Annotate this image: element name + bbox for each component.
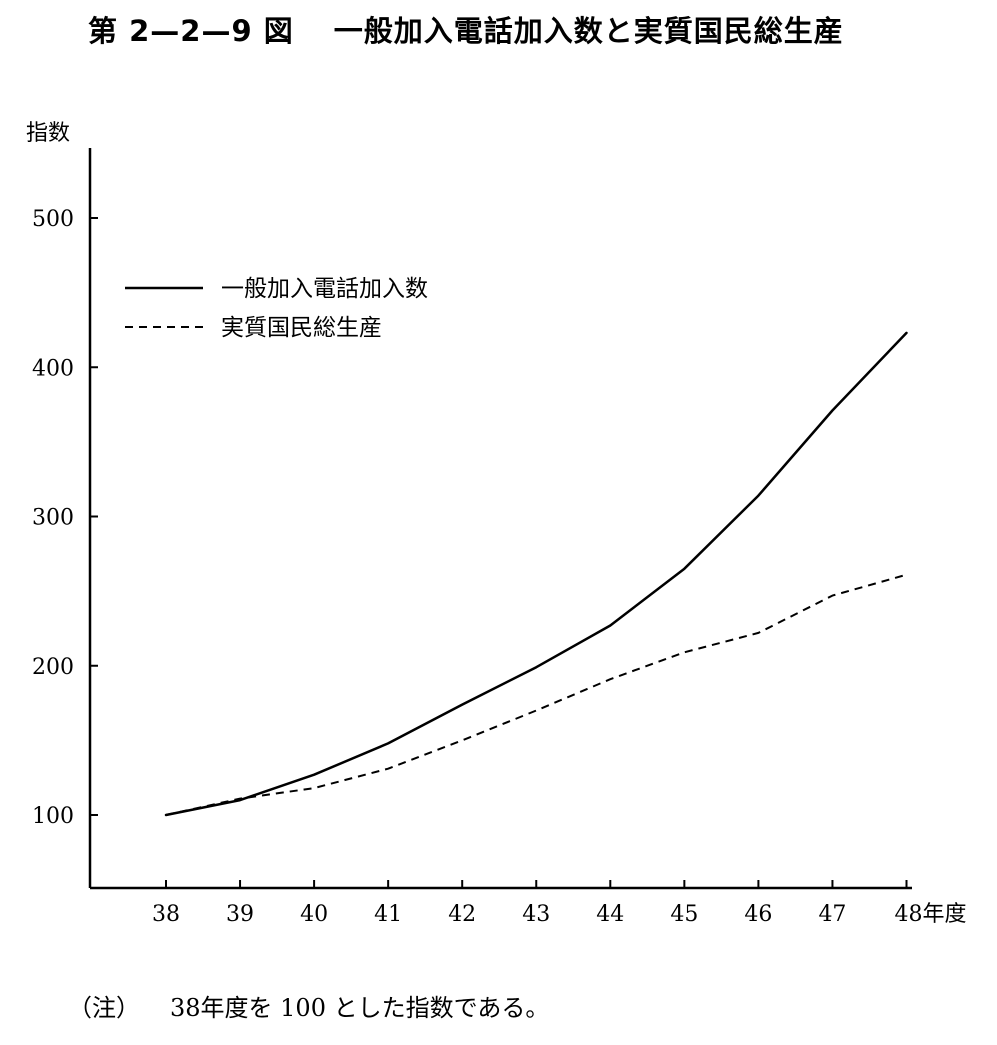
series-line-1 bbox=[165, 573, 907, 816]
y-axis-label: 指数 bbox=[26, 121, 70, 146]
line-chart: 指数 100 200 300 400 500 38 39 40 41 42 43 44 45 46 47 4… bbox=[26, 121, 967, 927]
legend-label-0: 一般加入電話加入数 bbox=[221, 276, 428, 302]
x-tick-label: 39 bbox=[226, 902, 254, 927]
y-tick-label: 400 bbox=[32, 356, 74, 381]
x-tick-label: 41 bbox=[374, 902, 402, 927]
y-tick-label: 100 bbox=[32, 804, 74, 829]
x-tick-label: 48年度 bbox=[895, 902, 967, 927]
footnote: （注） 38年度を 100 とした指数である。 bbox=[68, 988, 549, 1023]
y-tick-label: 200 bbox=[32, 655, 74, 680]
footnote-text: 38年度を 100 とした指数である。 bbox=[170, 994, 550, 1022]
y-tick-label: 300 bbox=[32, 506, 74, 531]
x-ticks: 38 39 40 41 42 43 44 45 46 47 48年度 bbox=[152, 880, 967, 927]
figure-number: 第 2—2—9 図 bbox=[88, 14, 294, 48]
x-tick-label: 44 bbox=[596, 902, 624, 927]
series-line-0 bbox=[164, 331, 908, 817]
x-tick-label: 42 bbox=[448, 902, 476, 927]
x-tick-label: 40 bbox=[300, 902, 328, 927]
x-tick-label: 43 bbox=[522, 902, 550, 927]
figure-title-text: 一般加入電話加入数と実質国民総生産 bbox=[333, 14, 844, 48]
y-tick-label: 500 bbox=[32, 207, 74, 232]
x-tick-label: 38 bbox=[152, 902, 180, 927]
legend-label-1: 実質国民総生産 bbox=[221, 315, 382, 341]
y-ticks: 100 200 300 400 500 bbox=[32, 207, 98, 829]
footnote-label: （注） bbox=[68, 994, 140, 1022]
axes bbox=[88, 148, 912, 890]
x-tick-label: 47 bbox=[818, 902, 846, 927]
chart-title: 第 2—2—9 図 一般加入電話加入数と実質国民総生産 bbox=[88, 8, 844, 50]
series-lines bbox=[164, 331, 908, 817]
x-tick-label: 45 bbox=[670, 902, 698, 927]
x-tick-label: 46 bbox=[744, 902, 772, 927]
